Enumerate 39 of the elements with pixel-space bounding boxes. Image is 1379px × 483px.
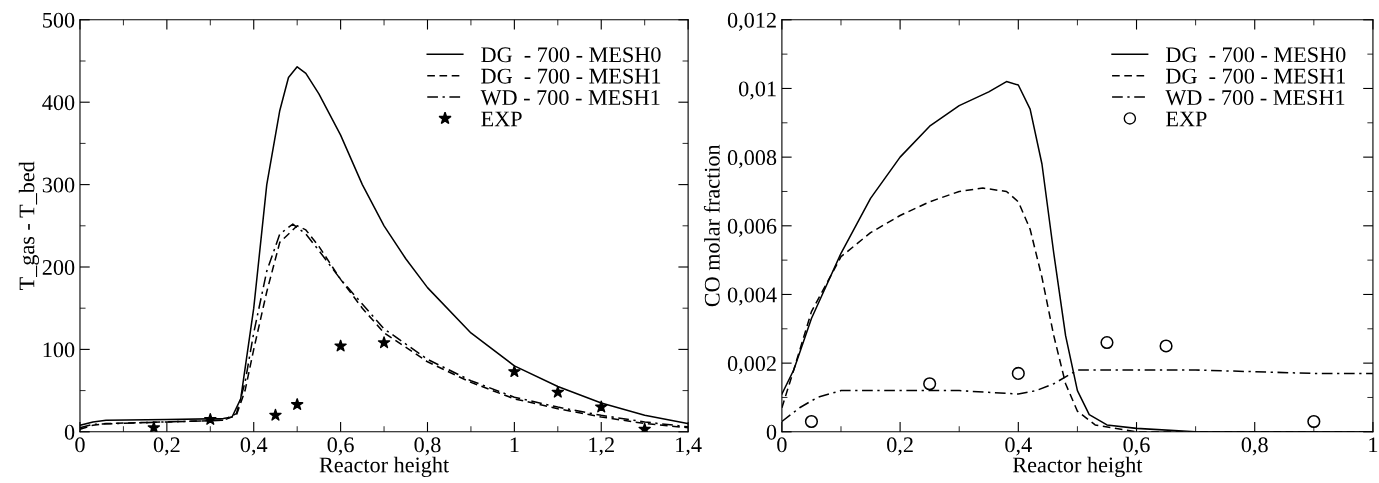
x-tick-label: 1: [510, 437, 519, 453]
x-tick-label: 0,4: [240, 437, 268, 456]
x-tick-label: 0,8: [414, 437, 441, 456]
legend-label: WD - 700 - MESH1: [480, 90, 660, 106]
legend-label: WD - 700 - MESH1: [1165, 90, 1345, 106]
legend-label: DG - 700 - MESH0: [1166, 47, 1346, 63]
y-tick-label: 100: [43, 342, 75, 358]
y-tick-label: 0,004: [727, 287, 777, 306]
y-tick-label: 0: [64, 424, 75, 440]
y-tick-label: 400: [42, 95, 75, 111]
x-axis-title: Reactor height: [319, 456, 450, 478]
y-tick-label: 0: [766, 424, 777, 440]
y-tick-label: 300: [42, 177, 75, 193]
x-tick-label: 1,4: [676, 437, 702, 456]
x-tick-label: 0,8: [1241, 437, 1268, 456]
y-tick-label: 0,006: [727, 218, 777, 237]
legend-label: DG - 700 - MESH1: [481, 68, 661, 84]
x-tick-label: 0: [777, 437, 787, 453]
y-tick-label: 0,01: [738, 81, 776, 100]
y-tick-label: 500: [43, 12, 75, 28]
x-tick-label: 0,6: [1123, 437, 1150, 456]
y-axis-title: T_gas - T_bed: [18, 161, 40, 290]
legend-label: DG - 700 - MESH0: [481, 47, 661, 63]
x-tick-label: 0,4: [1005, 437, 1032, 456]
legend-label: EXP: [1166, 111, 1207, 127]
x-tick-label: 0,2: [153, 437, 180, 456]
x-axis-title: Reactor height: [1012, 456, 1143, 478]
x-tick-label: 0,2: [887, 437, 913, 456]
y-axis-title: CO molar fraction: [703, 144, 720, 307]
y-tick-label: 200: [42, 259, 75, 275]
x-tick-label: 1,2: [589, 437, 614, 456]
y-tick-label: 0,008: [727, 150, 777, 169]
x-tick-label: 0,6: [327, 437, 354, 456]
x-tick-label: 0: [75, 437, 85, 453]
legend-label: DG - 700 - MESH1: [1166, 68, 1345, 84]
legend-label: EXP: [481, 111, 522, 127]
y-tick-label: 0,012: [727, 12, 776, 31]
x-tick-label: 1: [1369, 437, 1378, 453]
y-tick-label: 0,002: [727, 356, 776, 375]
